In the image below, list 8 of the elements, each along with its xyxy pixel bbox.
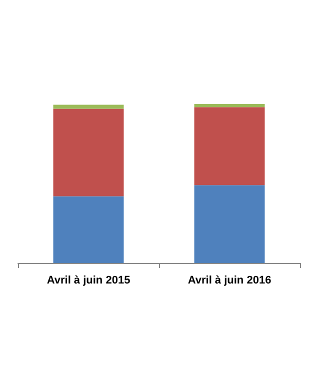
x-tick-label: Avril à juin 2016	[188, 274, 272, 286]
bar	[53, 108, 124, 196]
bar	[194, 104, 265, 108]
bar	[53, 104, 124, 109]
bar	[194, 107, 265, 186]
x-tick-label: Avril à juin 2015	[46, 274, 130, 286]
bar	[194, 185, 265, 263]
bar	[53, 196, 124, 263]
